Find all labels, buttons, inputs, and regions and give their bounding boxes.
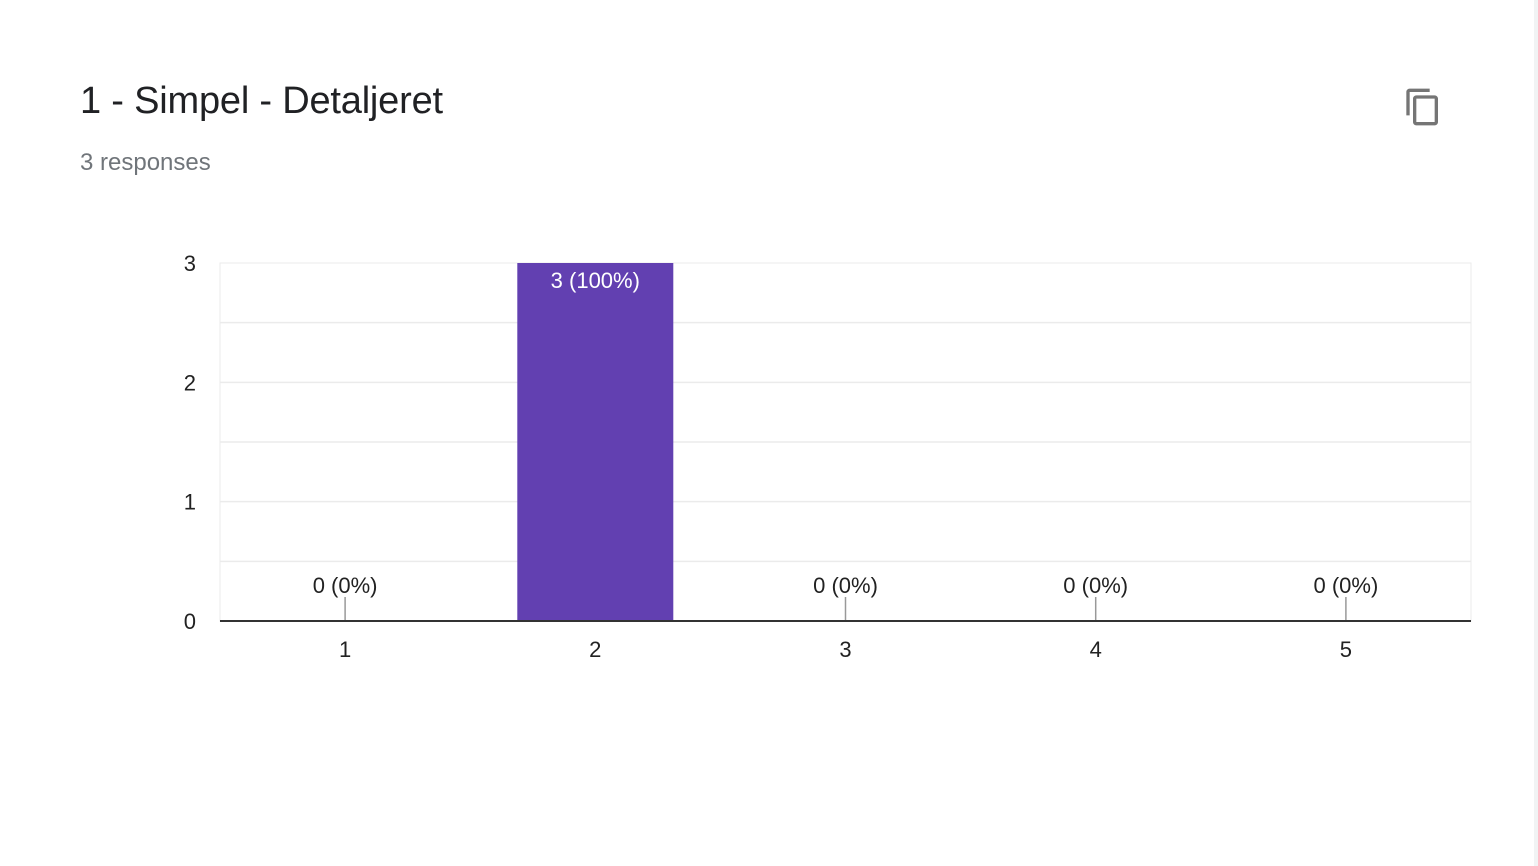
copy-chart-button[interactable] [1398, 84, 1448, 134]
x-tick-label: 5 [1340, 637, 1352, 662]
data-label: 0 (0%) [313, 573, 378, 598]
bar [517, 263, 674, 621]
data-label: 0 (0%) [813, 573, 878, 598]
x-tick-label: 3 [839, 637, 851, 662]
response-count: 3 responses [80, 149, 211, 176]
x-tick-label: 1 [339, 637, 351, 662]
y-tick-label: 1 [184, 490, 196, 515]
y-tick-label: 2 [184, 370, 196, 395]
page-edge [1534, 0, 1538, 866]
x-tick-label: 4 [1090, 637, 1102, 662]
y-tick-label: 3 [184, 251, 196, 276]
data-label: 0 (0%) [1314, 573, 1379, 598]
question-title: 1 - Simpel - Detaljeret [80, 80, 443, 122]
y-tick-label: 0 [184, 609, 196, 634]
copy-icon [1403, 87, 1443, 132]
data-label: 3 (100%) [551, 268, 640, 293]
data-label: 0 (0%) [1063, 573, 1128, 598]
x-tick-label: 2 [589, 637, 601, 662]
